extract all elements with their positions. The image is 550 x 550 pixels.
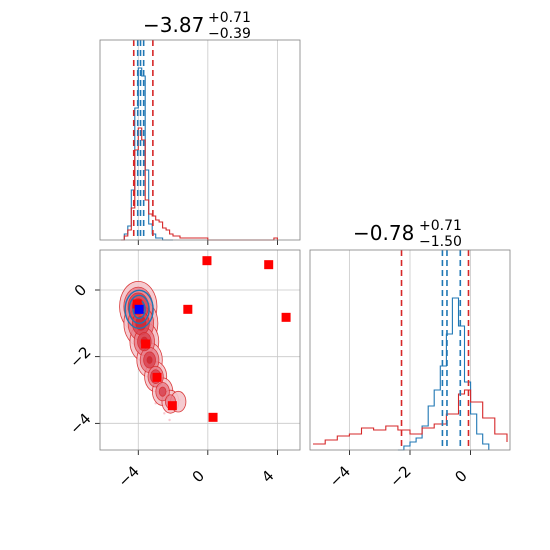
histogram-panel-param2: −0.78 +0.71 −1.50 −4 −2 0 <box>309 218 511 491</box>
contour-blue-1 <box>128 294 150 325</box>
x-tick-label: 0 <box>189 467 208 486</box>
x-tick-label: −4 <box>115 462 143 490</box>
sample-point <box>163 412 166 415</box>
x-tick-label: −4 <box>326 462 354 490</box>
data-point-red <box>183 304 193 314</box>
data-point-red <box>264 260 274 270</box>
data-point-red <box>141 339 151 349</box>
data-point-red <box>281 312 291 322</box>
data-point-red <box>202 256 212 266</box>
data-point-red <box>152 372 162 382</box>
title-param2-value: −0.78 <box>353 221 414 245</box>
frame-param2 <box>309 249 511 451</box>
x-tick-label: 0 <box>451 467 470 486</box>
title-param2-plus: +0.71 <box>419 218 462 234</box>
sample-point <box>168 418 171 422</box>
data-point-blue <box>134 304 144 314</box>
histogram-series-0 <box>397 297 490 451</box>
title-param1-minus: −0.39 <box>208 26 251 42</box>
histogram-series-1 <box>313 389 508 445</box>
histogram-series-1 <box>120 127 278 241</box>
histogram-panel-param1: −3.87 +0.71 −0.39 <box>99 10 301 245</box>
data-point-red <box>208 412 218 422</box>
y-tick-label: −4 <box>66 410 94 438</box>
frame-joint <box>99 249 301 451</box>
frame-param1 <box>99 39 301 241</box>
title-param1-plus: +0.71 <box>208 10 251 26</box>
data-point-red <box>132 299 142 309</box>
y-tick-label: −2 <box>66 343 94 371</box>
contour-level-2 <box>158 386 167 397</box>
x-tick-label: 4 <box>258 467 277 486</box>
title-param2-minus: −1.50 <box>419 234 462 250</box>
y-tick-label: 0 <box>71 281 90 300</box>
contour-blue-0 <box>124 289 154 330</box>
x-tick-label: −2 <box>386 462 414 490</box>
data-point-red <box>167 401 177 411</box>
histogram-series-0 <box>120 67 173 241</box>
title-param1-value: −3.87 <box>143 13 204 37</box>
joint-panel: −4 0 4 0 −2 −4 <box>66 249 301 491</box>
contour-level-3 <box>146 356 153 364</box>
